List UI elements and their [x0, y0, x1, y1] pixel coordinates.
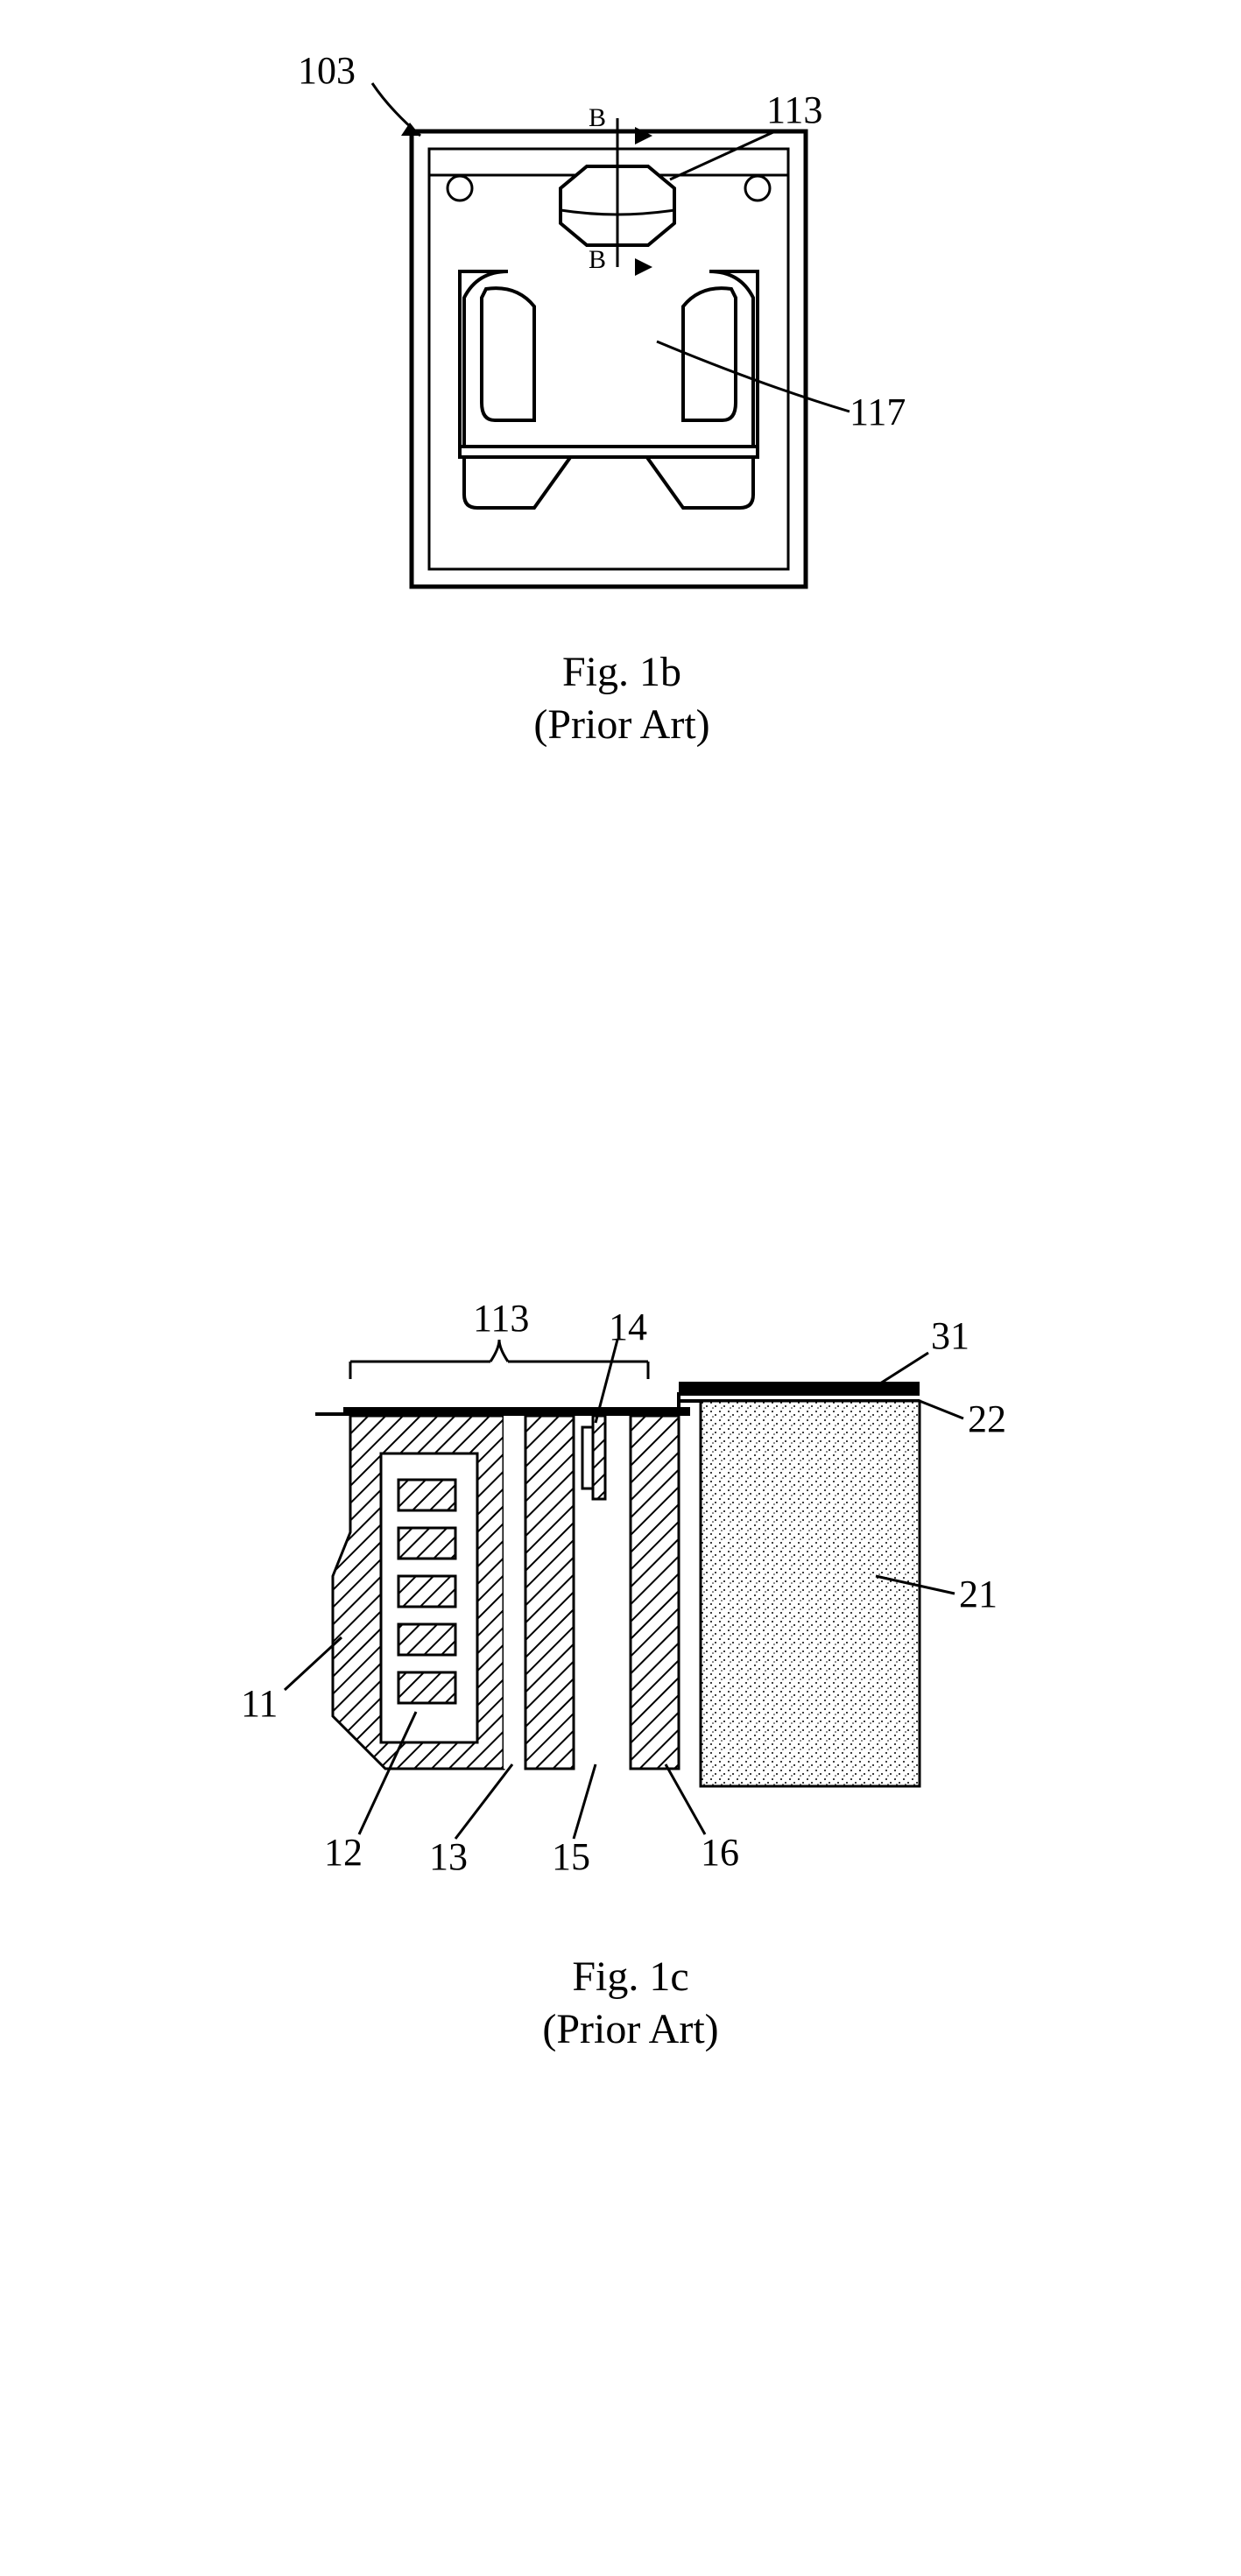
label-113: 113	[766, 88, 822, 132]
center-pole	[525, 1416, 574, 1769]
substrate-21	[701, 1401, 920, 1786]
label-B-top: B	[589, 103, 606, 133]
hole-left	[448, 176, 472, 201]
label-113c: 113	[473, 1296, 529, 1341]
label-13: 13	[429, 1834, 468, 1879]
leader-13	[455, 1764, 512, 1839]
hole-right	[745, 176, 770, 201]
leader-31	[880, 1353, 928, 1383]
gap-13	[504, 1416, 525, 1769]
page-root: 103 113 117 B B Fig. 1b (Prior Art)	[0, 0, 1241, 2576]
label-117: 117	[850, 390, 906, 434]
label-12: 12	[324, 1830, 363, 1875]
label-16: 16	[701, 1830, 739, 1875]
shield-16	[631, 1416, 679, 1769]
fig1b-svg	[289, 35, 955, 665]
fig1b-caption-2: (Prior Art)	[289, 700, 955, 749]
figure-1c: 113 14 31 22 21 11 12 13 15 16 Fig. 1c (…	[228, 1226, 1033, 2277]
label-21: 21	[959, 1572, 998, 1616]
fig1c-caption-2: (Prior Art)	[228, 2005, 1033, 2053]
fig1c-caption-1: Fig. 1c	[228, 1953, 1033, 2001]
label-103: 103	[298, 48, 356, 93]
leader-15	[574, 1764, 596, 1839]
leader-113	[670, 131, 775, 179]
slot-14	[582, 1416, 605, 1499]
label-15: 15	[552, 1834, 590, 1879]
leader-16	[666, 1764, 705, 1834]
overcoat-31	[679, 1382, 920, 1396]
figure-1b: 103 113 117 B B Fig. 1b (Prior Art)	[289, 35, 955, 823]
label-31: 31	[931, 1313, 970, 1358]
fig1b-caption-1: Fig. 1b	[289, 648, 955, 696]
label-14: 14	[609, 1305, 647, 1349]
leader-22	[920, 1401, 963, 1418]
label-11: 11	[241, 1681, 278, 1726]
arm-117	[460, 271, 758, 508]
bracket-113	[350, 1340, 648, 1379]
arrow-bottom	[635, 258, 652, 276]
label-22: 22	[968, 1397, 1006, 1441]
label-B-bottom: B	[589, 245, 606, 275]
